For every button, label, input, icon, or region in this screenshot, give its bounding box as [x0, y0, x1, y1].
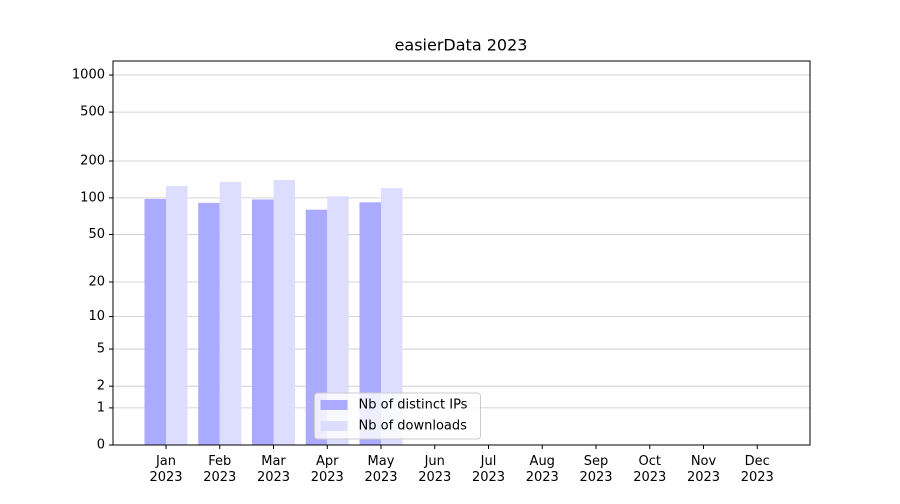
y-tick-label: 50 [88, 227, 105, 242]
x-tick-label: Sep 2023 [579, 454, 612, 485]
y-tick-label: 500 [80, 105, 105, 120]
x-tick-label: Jun 2023 [418, 454, 451, 485]
bar [305, 209, 328, 445]
x-tick-label: Dec 2023 [741, 454, 774, 485]
y-tick-label: 100 [80, 190, 105, 205]
y-tick-label: 200 [80, 154, 105, 169]
x-tick-label: Nov 2023 [687, 454, 720, 485]
bar [198, 202, 220, 445]
legend-swatch [320, 421, 348, 431]
y-tick-label: 20 [88, 274, 105, 289]
x-tick-label: Aug 2023 [526, 454, 559, 485]
plot-frame [112, 60, 811, 446]
bar [219, 181, 242, 445]
bar [273, 179, 295, 445]
x-tick-label: Apr 2023 [311, 454, 344, 485]
bar [144, 198, 166, 445]
bar [166, 186, 188, 446]
legend-box [314, 392, 481, 440]
y-tick-label: 2 [97, 379, 105, 394]
y-tick-label: 1000 [72, 68, 105, 83]
x-tick-label: May 2023 [364, 454, 397, 485]
x-tick-label: Jul 2023 [472, 454, 505, 485]
chart-title: easierData 2023 [395, 36, 528, 55]
x-tick-label: Feb 2023 [203, 454, 236, 485]
bar [327, 196, 349, 445]
bar [252, 199, 274, 445]
bar [381, 188, 403, 445]
x-tick-label: Jan 2023 [149, 454, 182, 485]
y-tick-label: 5 [97, 342, 105, 357]
x-tick-label: Oct 2023 [633, 454, 666, 485]
y-tick-label: 0 [97, 438, 105, 453]
legend: Nb of distinct IPs Nb of downloads [314, 392, 481, 440]
legend-label: Nb of distinct IPs [359, 398, 468, 413]
legend-label: Nb of downloads [359, 419, 468, 434]
legend-swatch [320, 400, 348, 410]
y-tick-label: 1 [97, 400, 105, 415]
y-tick-label: 10 [88, 309, 105, 324]
bar [359, 202, 381, 445]
x-tick-label: Mar 2023 [257, 454, 290, 485]
